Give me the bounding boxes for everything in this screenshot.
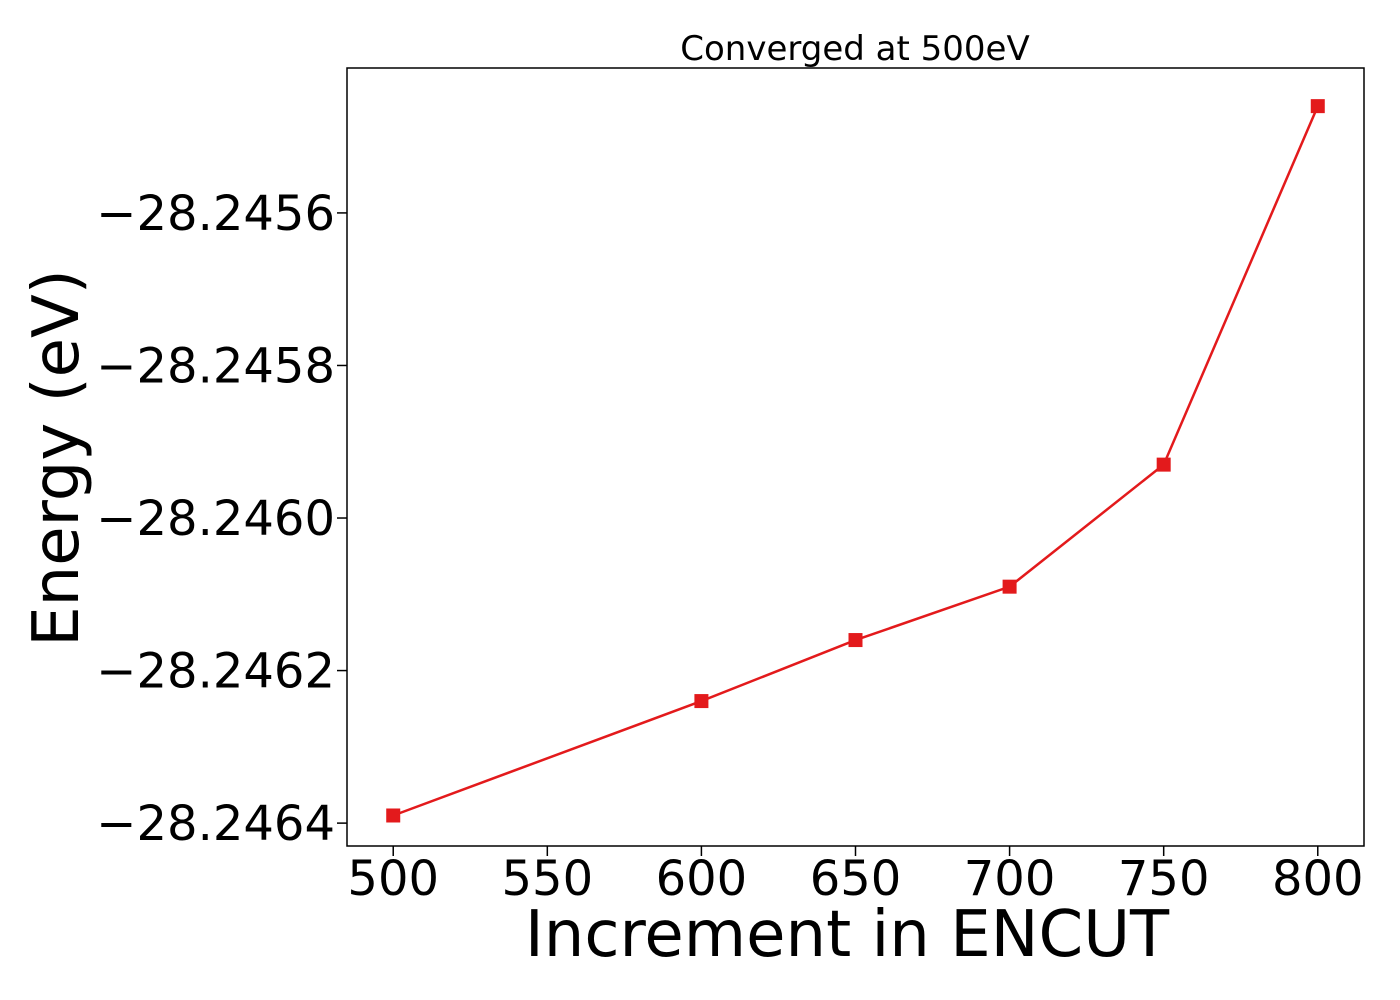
x-tick-label: 600 [656,851,748,907]
x-tick-label: 550 [502,851,594,907]
data-point-marker [694,694,709,709]
data-point-marker [1310,99,1325,114]
x-tick-label: 500 [347,851,439,907]
y-axis-ticks: −28.2456 −28.2458 −28.2460 −28.2462 −28.2464 [96,186,347,852]
plot-area-frame [346,67,1365,847]
data-point-marker [1156,457,1171,472]
x-axis-label: Increment in ENCUT [525,898,1170,972]
y-tick-label: −28.2458 [96,338,335,394]
plot-series [386,99,1325,823]
y-tick-label: −28.2456 [96,186,335,242]
chart-title: Converged at 500eV [680,29,1029,69]
x-tick-label: 800 [1272,851,1364,907]
series-line [392,105,1319,817]
x-tick-label: 750 [1118,851,1210,907]
y-tick-label: −28.2464 [96,796,335,852]
y-tick-label: −28.2460 [96,491,335,547]
x-tick-label: 650 [810,851,902,907]
data-point-marker [1002,579,1017,594]
data-point-marker [386,808,401,823]
y-tick-label: −28.2462 [96,644,335,700]
y-axis-label: Energy (eV) [20,269,94,647]
data-point-marker [848,633,863,648]
x-axis-ticks: 500 550 600 650 700 750 800 [347,846,1364,907]
x-tick-label: 700 [964,851,1056,907]
